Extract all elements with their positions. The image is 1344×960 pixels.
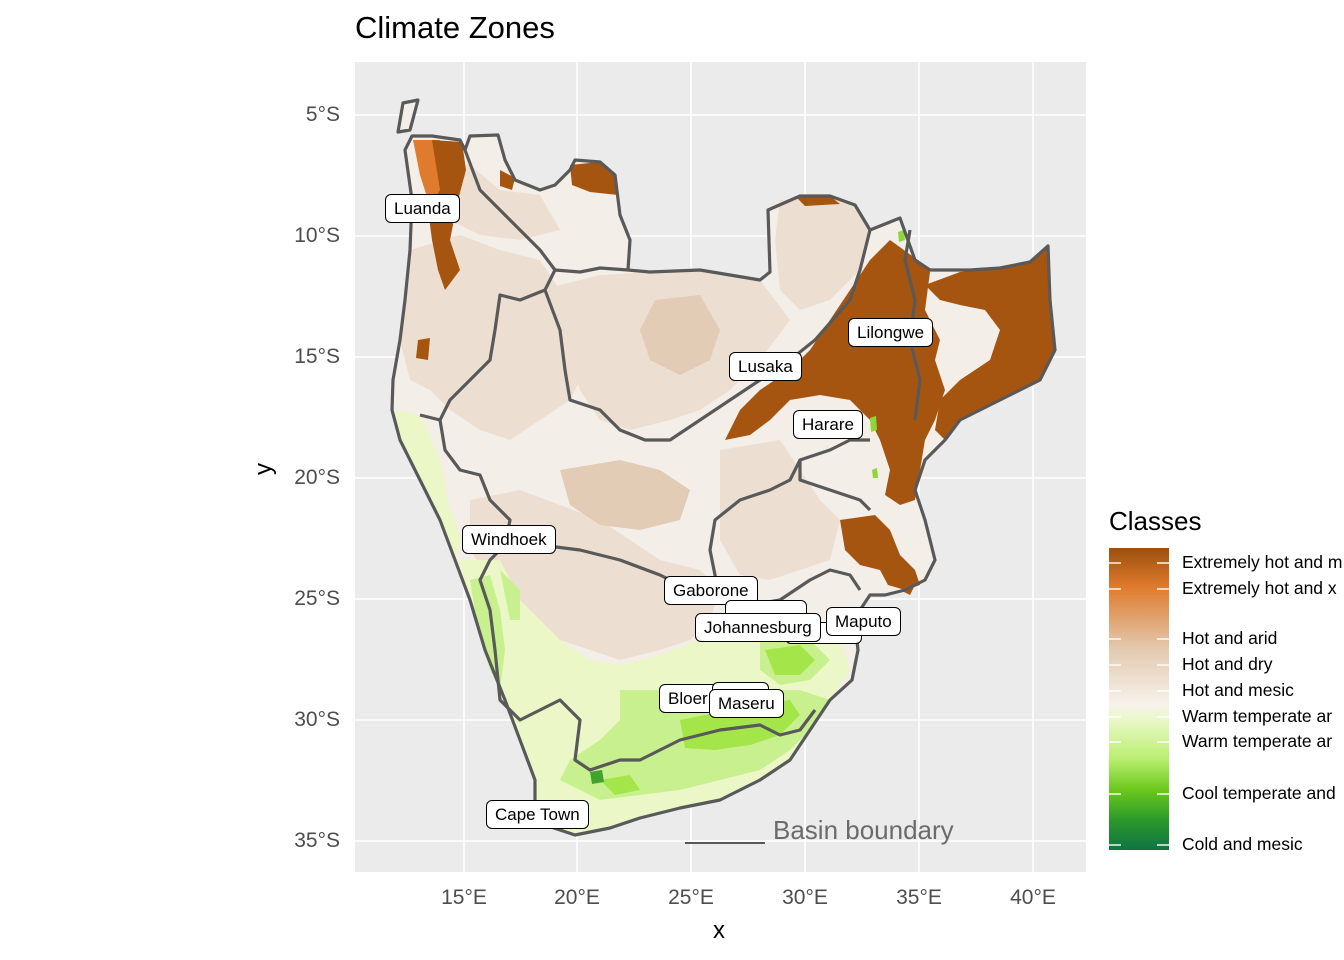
y-tick-label: 10°S <box>294 224 340 247</box>
city-label-maputo: Maputo <box>826 607 901 636</box>
basin-boundary-annotation: Basin boundary <box>773 815 954 845</box>
x-tick-label: 15°E <box>441 886 487 909</box>
y-tick-label: 25°S <box>294 587 340 610</box>
x-tick-label: 25°E <box>668 886 714 909</box>
chart-title: Climate Zones <box>355 10 555 45</box>
legend-colorbar <box>1109 548 1169 850</box>
legend-label: Warm temperate ar <box>1182 706 1333 726</box>
y-axis-title: y <box>250 463 277 475</box>
legend-label: Extremely hot and x <box>1182 578 1337 598</box>
x-tick-label: 30°E <box>782 886 828 909</box>
legend-label: Hot and dry <box>1182 654 1273 674</box>
y-tick-label: 30°S <box>294 708 340 731</box>
y-tick-label: 35°S <box>294 829 340 852</box>
legend-label: Hot and mesic <box>1182 680 1294 700</box>
x-tick-label: 20°E <box>554 886 600 909</box>
basin-boundaries <box>390 98 1057 837</box>
zone-cold-mesic <box>590 770 604 784</box>
city-label-lilongwe: Lilongwe <box>848 318 934 347</box>
city-label-harare: Harare <box>793 410 863 439</box>
city-label-lusaka: Lusaka <box>729 352 802 381</box>
legend-title: Classes <box>1109 506 1202 536</box>
x-axis-title: x <box>713 917 725 944</box>
city-label-windhoek: Windhoek <box>462 525 556 554</box>
legend-label: Cool temperate and <box>1182 783 1336 803</box>
y-tick-label: 5°S <box>305 103 340 126</box>
y-tick-label: 15°S <box>294 345 340 368</box>
legend-label: Cold and mesic <box>1182 834 1303 854</box>
city-label-gaborone: Gaborone <box>664 576 758 605</box>
zone-green-dots <box>870 230 905 478</box>
city-label-johannesburg: Johannesburg <box>695 613 821 642</box>
x-tick-label: 40°E <box>1010 886 1056 909</box>
legend-label: Hot and arid <box>1182 628 1278 648</box>
y-tick-label: 20°S <box>294 466 340 489</box>
city-label-cape-town: Cape Town <box>486 800 589 829</box>
city-label-maseru: Maseru <box>709 689 784 718</box>
legend-label: Extremely hot and m <box>1182 552 1343 572</box>
legend-label: Warm temperate ar <box>1182 731 1333 751</box>
x-tick-label: 35°E <box>896 886 942 909</box>
city-label-luanda: Luanda <box>385 194 460 223</box>
